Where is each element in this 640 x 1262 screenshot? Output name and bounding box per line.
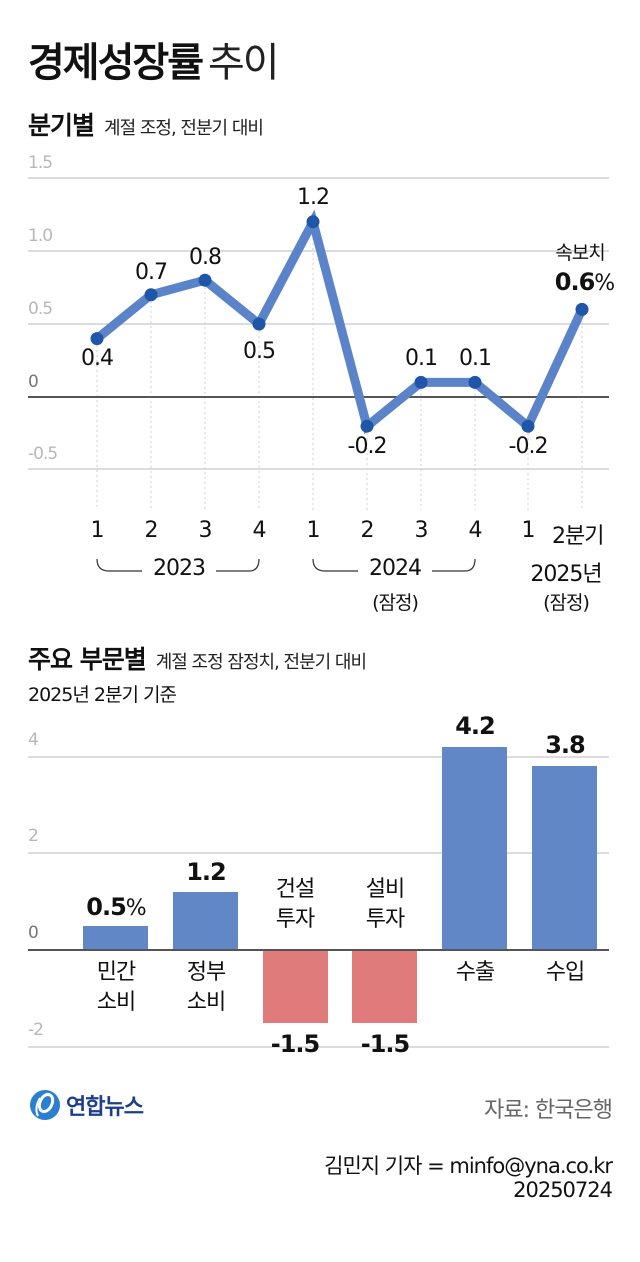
bar-category-line: 정부 [186,960,226,985]
x-label: 3 [414,518,429,543]
year-label-2025: 2025년 [530,562,602,587]
bar-private-consumption [83,926,148,950]
y-tick: 0 [28,372,39,392]
line-markers [90,215,589,433]
y-tick: 1.0 [28,226,53,246]
source-text: 자료: 한국은행 [484,1098,613,1123]
bar-y-tick: -2 [28,1020,44,1040]
bar-category-line: 건설 [275,877,315,902]
y-tick: 1.5 [28,153,53,173]
section1-note: 계절 조정, 전분기 대비 [104,118,264,139]
logo-text: 연합뉴스 [66,1095,144,1120]
yonhap-logo: 연합뉴스 [28,1088,144,1122]
annotation-label: 속보치 [555,242,605,264]
x-label: 2분기 [552,524,604,549]
date-text: 20250724 [513,1178,613,1202]
section1-title: 분기별 [28,111,95,140]
point-label: 0.1 [459,346,492,371]
bar-value: 0.5% [76,893,156,921]
bar-chart [28,747,609,1048]
x-label: 1 [306,518,321,543]
x-label: 3 [198,518,213,543]
bar-value-unit: % [125,896,147,921]
section2-title: 주요 부문별 [28,645,147,674]
x-label: 4 [468,518,483,543]
point-label: -0.2 [508,434,549,459]
year-2024-note: (잠정) [372,592,419,614]
bar-category-line: 설비 [365,877,405,902]
bar-government-consumption [173,892,238,950]
bar-category: 수입 [545,960,585,985]
y-tick: -0.5 [28,444,58,464]
annotation-value: 0.6% [540,268,630,296]
line-chart [28,177,609,572]
bar-value: 1.2 [186,858,227,886]
x-label: 2 [360,518,375,543]
bar-value-number: 0.5 [86,893,127,921]
page-title: 경제성장률 추이 [28,30,280,88]
section2-basis: 2025년 2분기 기준 [28,684,177,706]
bar-chart-grid [28,756,609,1048]
x-label: 1 [90,518,105,543]
year-brackets [96,558,476,572]
yonhap-logo-icon [30,1090,60,1120]
gdp-line-series [92,209,587,435]
annotation-number: 0.6 [554,268,596,296]
year-2025-note: (잠정) [543,592,590,614]
section1-heading: 분기별 계절 조정, 전분기 대비 [28,106,264,142]
bar-series [83,747,597,1023]
bar-category-line: 소비 [186,990,226,1015]
bar-facility-investment [352,950,417,1023]
title-bold: 경제성장률 [28,40,204,86]
point-label: -0.2 [347,434,388,459]
year-label-2024: 2024 [369,556,422,581]
point-label: 0.7 [135,260,168,285]
section2-heading: 주요 부문별 계절 조정 잠정치, 전분기 대비 [28,640,367,676]
title-light: 추이 [208,40,280,86]
point-label: 1.2 [297,185,330,210]
year-label-2023: 2023 [153,556,206,581]
bar-y-tick: 0 [28,923,39,943]
point-label: 0.4 [81,346,114,371]
bar-construction-investment [263,950,328,1023]
bar-category-line: 투자 [365,907,405,932]
point-label: 0.5 [243,339,276,364]
bar-y-tick: 2 [28,826,39,846]
bar-exports [442,747,507,950]
annotation-unit: % [594,271,616,296]
byline-text: 김민지 기자 = minfo@yna.co.kr [324,1154,613,1178]
section2-note: 계절 조정 잠정치, 전분기 대비 [155,652,367,673]
bar-y-tick: 4 [28,730,39,750]
bar-value: -1.5 [360,1030,410,1058]
bar-category-line: 투자 [275,907,315,932]
point-label: 0.1 [405,346,438,371]
bar-value: 4.2 [455,712,496,740]
bar-category-line: 소비 [96,990,136,1015]
y-tick: 0.5 [28,299,53,319]
x-label: 1 [521,518,536,543]
bar-category-line: 민간 [96,960,136,985]
x-dotted-guides [96,223,583,510]
x-label: 2 [144,518,159,543]
point-label: 0.8 [189,245,222,270]
bar-category: 수출 [455,960,495,985]
x-label: 4 [252,518,267,543]
bar-value: 3.8 [545,731,586,759]
bar-imports [532,766,597,950]
bar-value: -1.5 [270,1030,320,1058]
